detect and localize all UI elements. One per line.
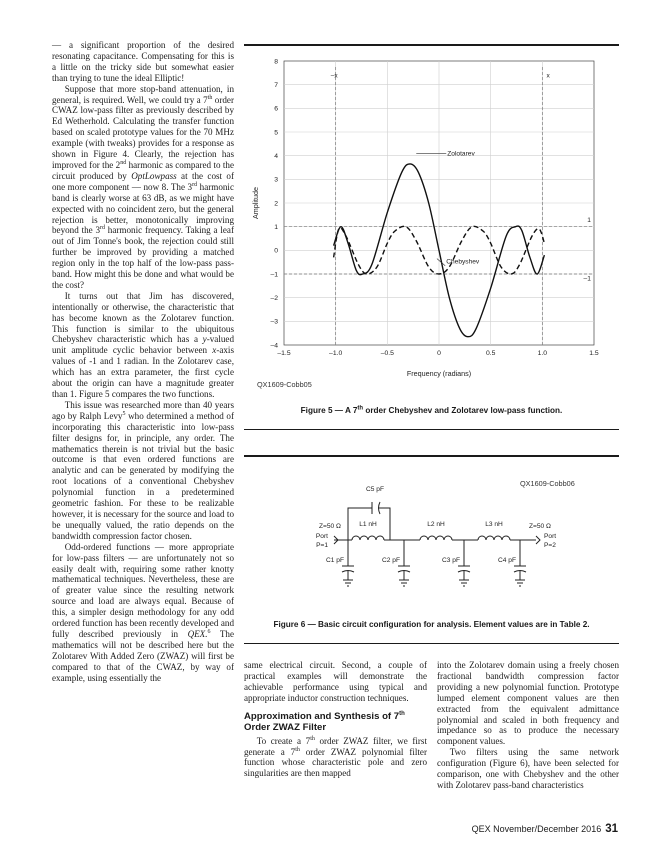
label-c2: C2 pF	[382, 557, 400, 564]
x-tick-label: –1.0	[329, 350, 342, 357]
y-axis-label: Amplitude	[251, 187, 260, 219]
annotation-chebyshev-leader	[436, 258, 446, 266]
port2-impedance: Z=50 Ω	[529, 523, 551, 530]
middle-paragraph-1: same electrical circuit. Second, a coupl…	[244, 660, 427, 703]
y-tick-label: –4	[270, 342, 278, 349]
y-tick-label: 7	[274, 82, 278, 89]
port1-label: Port	[316, 533, 328, 540]
shunt-capacitor-c2	[397, 540, 411, 587]
y-tick-label: 3	[274, 177, 278, 184]
page-number: 31	[605, 823, 618, 835]
figure5-id: QX1609-Cobb05	[257, 380, 312, 389]
shunt-capacitor-c1	[341, 540, 355, 587]
port1-impedance: Z=50 Ω	[319, 523, 341, 530]
middle-paragraph-2: To create a 7th order ZWAZ filter, we fi…	[244, 735, 427, 779]
left-paragraph-4: This issue was researched more than 40 y…	[52, 399, 235, 541]
inductor-l1	[351, 535, 385, 541]
y-tick-label: 2	[274, 200, 278, 207]
port2-symbol	[535, 535, 541, 545]
y-tick-label: –3	[270, 319, 278, 326]
annotation-zolotarev: Zolotarev	[447, 151, 475, 158]
label-c5: C5 pF	[366, 486, 384, 493]
label-l3: L3 nH	[485, 521, 503, 528]
label-c3: C3 pF	[442, 557, 460, 564]
right-paragraph-2: Two filters using the same network confi…	[437, 747, 619, 790]
y-tick-label: –2	[270, 295, 278, 302]
figure5-caption: Figure 5 — A 7th order Chebyshev and Zol…	[300, 405, 563, 415]
left-column: — a significant proportion of the desire…	[52, 40, 234, 683]
y-tick-label: –1	[270, 271, 278, 278]
figure6-caption: Figure 6 — Basic circuit configuration f…	[273, 620, 590, 629]
label-l1: L1 nH	[359, 521, 377, 528]
y-tick-label: 8	[274, 58, 278, 65]
middle-column: same electrical circuit. Second, a coupl…	[244, 660, 427, 779]
port2-label: Port	[544, 533, 556, 540]
x-tick-label: 0.5	[486, 350, 496, 357]
inductor-l3	[477, 535, 511, 541]
figure5-chart: –1.5 –1.0 –0.5 0 0.5 1.0 1.5876543210–1–2–3–4 …	[251, 58, 599, 378]
y-tick-label: 1	[274, 224, 278, 231]
label-c1: C1 pF	[326, 557, 344, 564]
right-paragraph-1: into the Zolotarev domain using a freely…	[437, 660, 619, 747]
c5-wire	[347, 507, 372, 540]
annotation-minus-one: –1	[584, 276, 592, 283]
chart-series	[332, 163, 546, 338]
y-tick-label: 6	[274, 106, 278, 113]
y-tick-label: 0	[274, 248, 278, 255]
right-column: into the Zolotarev domain using a freely…	[437, 660, 619, 791]
y-tick-label: 4	[274, 153, 278, 160]
x-axis-label: Frequency (radians)	[407, 369, 471, 378]
chart-annotations: Zolotarev Chebyshev –x x 1 –1	[331, 73, 591, 283]
label-l2: L2 nH	[427, 521, 445, 528]
page-footer: QEX November/December 2016 31	[472, 823, 618, 835]
figure6-schematic: C5 pF L1 nH L2 nH L3 nH C1 pF C2 pF C3 p…	[316, 486, 556, 587]
annotation-one: 1	[587, 217, 591, 224]
figure6-bottom-rule	[244, 643, 619, 644]
port1-symbol	[333, 535, 339, 545]
x-tick-label: –0.5	[381, 350, 394, 357]
shunt-capacitor-c4	[513, 540, 527, 587]
figure5-top-rule	[244, 44, 619, 46]
port2-number: P=2	[544, 542, 556, 549]
figure6-top-rule	[244, 455, 619, 457]
y-tick-label: 5	[274, 129, 278, 136]
port1-number: P=1	[316, 542, 328, 549]
left-paragraph-3: It turns out that Jim has discovered, in…	[52, 290, 234, 399]
left-paragraph-2: Suppose that more stop-band attenuation,…	[52, 83, 234, 290]
annotation-minus-x: –x	[331, 73, 339, 80]
x-tick-label: 1.5	[589, 350, 599, 357]
inductor-l2	[419, 535, 453, 541]
annotation-chebyshev: Chebyshev	[446, 258, 480, 265]
c5-plate-right	[378, 501, 381, 515]
series-line-zolotarev	[332, 163, 546, 338]
x-tick-label: 0	[437, 350, 441, 357]
left-paragraph-5: Odd-ordered functions — more appropriate…	[52, 541, 235, 683]
shunt-capacitor-c3	[457, 540, 471, 587]
left-paragraph-1: — a significant proportion of the desire…	[52, 40, 234, 83]
journal-issue: QEX November/December 2016	[471, 824, 602, 834]
c5-wire-right	[378, 507, 391, 540]
section-heading: Approximation and Synthesis of 7th Order…	[244, 710, 405, 733]
figure6-id: QX1609-Cobb06	[520, 479, 575, 488]
series-line-chebyshev	[332, 225, 546, 275]
annotation-plus-x: x	[546, 73, 550, 80]
chart-ticks: –1.5 –1.0 –0.5 0 0.5 1.0 1.5 8 7 6 5 4 3 2 1 0 –1 –2 –3 –4	[270, 58, 599, 357]
x-tick-label: –1.5	[277, 350, 290, 357]
label-c4: C4 pF	[498, 557, 516, 564]
figure5-bottom-rule	[244, 429, 619, 430]
x-tick-label: 1.0	[538, 350, 548, 357]
